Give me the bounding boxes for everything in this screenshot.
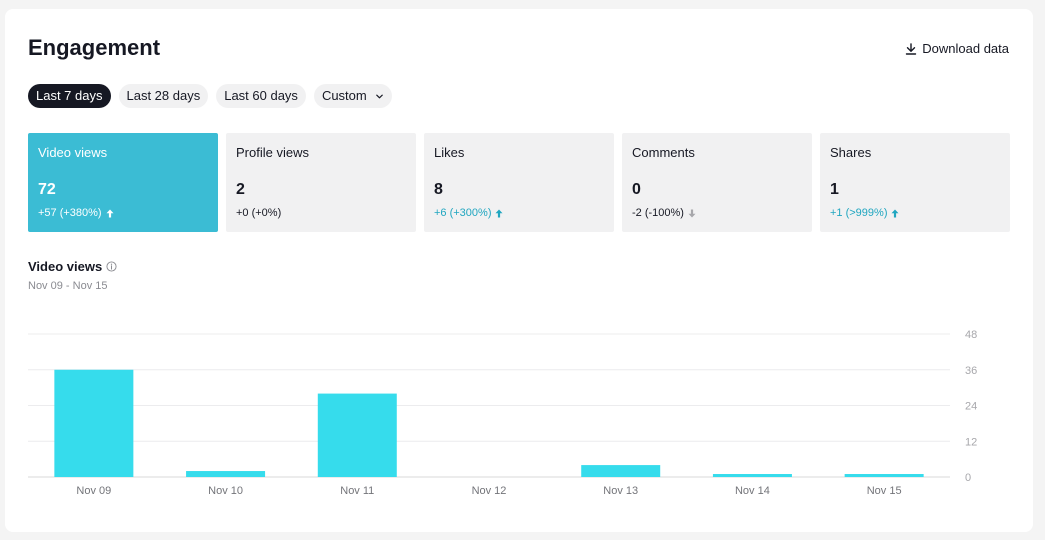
metric-value: 0 [632,181,641,198]
metric-change: +1 (>999%) [830,207,899,219]
metric-value: 2 [236,181,245,198]
x-tick-label: Nov 14 [735,485,770,497]
metric-change-text: +0 (+0%) [236,207,282,219]
metric-label: Profile views [236,145,309,160]
range-label: Last 7 days [36,88,103,103]
bar [54,369,134,477]
y-tick-label: 48 [965,329,977,341]
arrow-down-icon [688,209,696,217]
metric-value: 8 [434,181,443,198]
metric-profile-views[interactable]: Profile views 2 +0 (+0%) [226,133,416,232]
y-tick-label: 12 [965,436,977,448]
chevron-down-icon [375,94,383,98]
metric-comments[interactable]: Comments 0 -2 (-100%) [622,133,812,232]
metric-shares[interactable]: Shares 1 +1 (>999%) [820,133,1010,232]
download-icon [906,42,917,55]
chart-date-range: Nov 09 - Nov 15 [28,280,108,292]
metric-value: 1 [830,181,839,198]
x-tick-label: Nov 13 [603,485,638,497]
metric-value: 72 [38,181,56,198]
range-last-60-days[interactable]: Last 60 days [216,84,306,108]
metric-change: +0 (+0%) [236,207,281,219]
y-tick-label: 36 [965,365,977,377]
arrow-up-icon [495,209,503,217]
info-icon[interactable] [106,261,117,272]
bar [581,465,661,477]
metric-change-text: +1 (>999%) [830,207,888,219]
metric-label: Likes [434,145,465,160]
date-range-selector: Last 7 days Last 28 days Last 60 days Cu… [28,84,392,108]
range-label: Custom [321,88,367,103]
x-tick-label: Nov 15 [867,485,902,497]
metrics-row: Video views 72 +57 (+380%) Profile views… [28,133,1010,232]
page-title: Engagement [28,35,161,60]
range-last-28-days[interactable]: Last 28 days [118,84,209,108]
metric-video-views[interactable]: Video views 72 +57 (+380%) [28,133,218,232]
metric-label: Shares [830,145,872,160]
download-data-button[interactable]: Download data [905,41,1009,56]
range-last-7-days[interactable]: Last 7 days [28,84,111,108]
metric-change: +6 (+300%) [434,207,503,219]
bar [844,474,924,477]
metric-change-text: +57 (+380%) [38,207,102,219]
y-tick-label: 24 [965,401,977,413]
range-custom-dropdown[interactable]: Custom [313,84,392,108]
metric-label: Comments [632,145,695,160]
engagement-card: Engagement Download data Last 7 days Las… [5,9,1033,532]
x-tick-label: Nov 09 [76,485,111,497]
x-tick-label: Nov 11 [340,485,374,497]
bar [186,471,266,477]
chart-title-text: Video views [28,259,103,274]
arrow-up-icon [106,209,114,217]
metric-change: -2 (-100%) [632,207,696,219]
metric-change: +57 (+380%) [38,207,114,219]
x-tick-label: Nov 10 [208,485,243,497]
range-label: Last 60 days [224,88,298,103]
metric-likes[interactable]: Likes 8 +6 (+300%) [424,133,614,232]
metric-label: Video views [38,145,108,160]
bar [712,474,792,477]
metric-change-text: -2 (-100%) [632,207,684,219]
y-tick-label: 0 [965,472,971,484]
bar [317,393,397,477]
range-label: Last 28 days [126,88,201,103]
metric-change-text: +6 (+300%) [434,207,492,219]
chart-title: Video views [28,259,117,274]
x-tick-label: Nov 12 [472,485,507,497]
download-data-label: Download data [922,41,1009,56]
arrow-up-icon [891,209,899,217]
